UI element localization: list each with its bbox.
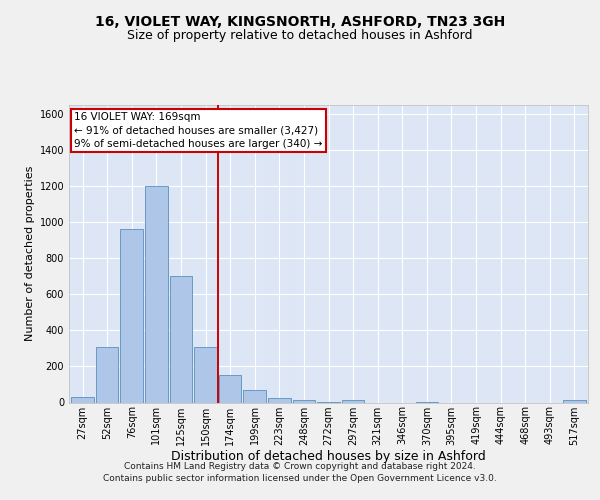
Bar [145,186,167,402]
Y-axis label: Number of detached properties: Number of detached properties [25,166,35,342]
Text: Contains HM Land Registry data © Crown copyright and database right 2024.
Contai: Contains HM Land Registry data © Crown c… [103,462,497,483]
Bar [71,397,94,402]
Text: 16, VIOLET WAY, KINGSNORTH, ASHFORD, TN23 3GH: 16, VIOLET WAY, KINGSNORTH, ASHFORD, TN2… [95,16,505,30]
Bar [268,398,290,402]
Text: Size of property relative to detached houses in Ashford: Size of property relative to detached ho… [127,30,473,43]
Bar [96,346,118,403]
Bar [293,400,315,402]
X-axis label: Distribution of detached houses by size in Ashford: Distribution of detached houses by size … [171,450,486,464]
Bar [244,390,266,402]
Bar [170,276,192,402]
Bar [121,230,143,402]
Bar [219,374,241,402]
Text: 16 VIOLET WAY: 169sqm
← 91% of detached houses are smaller (3,427)
9% of semi-de: 16 VIOLET WAY: 169sqm ← 91% of detached … [74,112,323,149]
Bar [563,400,586,402]
Bar [342,400,364,402]
Bar [194,346,217,403]
